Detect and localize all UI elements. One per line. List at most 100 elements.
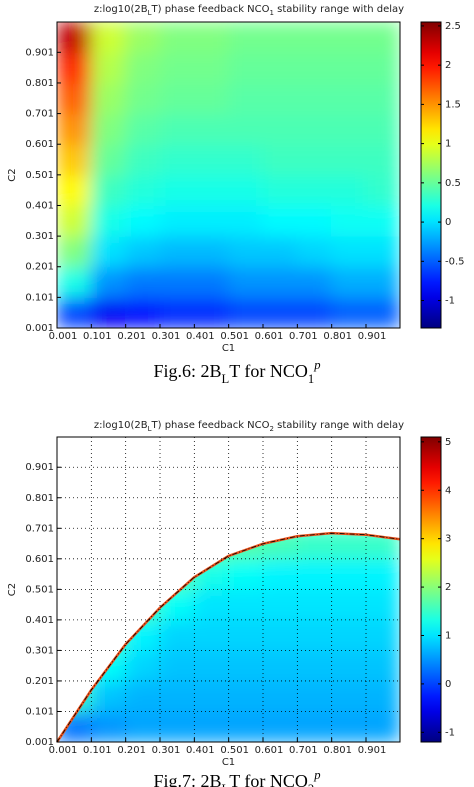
heatmap-cell xyxy=(228,52,264,84)
heatmap-cell xyxy=(262,558,298,590)
x-tick-label: 0.001 xyxy=(49,331,78,342)
heatmap-cell xyxy=(228,589,264,621)
x-tick-label: 0.501 xyxy=(220,331,249,342)
y-tick-label: 0.701 xyxy=(25,109,54,120)
y-tick-label: 0.001 xyxy=(25,737,54,748)
heatmap xyxy=(57,533,400,742)
heatmap-cell xyxy=(57,113,92,145)
heatmap-cell xyxy=(330,235,367,268)
colorbar-tick-label: 2.5 xyxy=(445,21,461,32)
chart-title: z:log10(2BLT) phase feedback NCO2 stabil… xyxy=(94,420,404,433)
heatmap-cell xyxy=(125,82,161,115)
y-tick-label: 0.001 xyxy=(25,323,54,334)
heatmap-cell xyxy=(365,650,400,682)
x-tick-label: 0.601 xyxy=(255,331,284,342)
y-tick-label: 0.301 xyxy=(25,231,54,242)
y-axis-label: C2 xyxy=(7,168,18,181)
y-tick-label: 0.501 xyxy=(25,170,54,181)
heatmap-cell xyxy=(330,619,367,651)
plot-frame xyxy=(56,21,401,329)
heatmap-cell xyxy=(296,235,332,268)
heatmap-cell xyxy=(193,266,229,298)
heatmap-cell xyxy=(262,589,298,621)
x-tick-label: 0.201 xyxy=(117,745,146,756)
y-tick-label: 0.101 xyxy=(25,292,54,303)
x-axis-label: C1 xyxy=(222,343,235,354)
heatmap-cell xyxy=(125,296,161,328)
colorbar-tick-label: 0 xyxy=(445,217,451,228)
heatmap-cell xyxy=(330,174,367,207)
x-tick-label: 0.101 xyxy=(83,745,112,756)
chart: z:log10(2BLT) phase feedback NCO1 stabil… xyxy=(7,4,465,386)
x-tick-label: 0.501 xyxy=(220,745,249,756)
heatmap-cell xyxy=(57,82,92,115)
heatmap-cell xyxy=(90,113,127,145)
heatmap-cell xyxy=(228,143,264,176)
heatmap-cell xyxy=(330,143,367,176)
heatmap-cell xyxy=(193,589,229,621)
heatmap-cell xyxy=(159,619,195,651)
heatmap-cell xyxy=(193,82,229,115)
text-part: T) phase feedback NCO xyxy=(151,420,270,431)
heatmap-cell xyxy=(330,82,367,115)
colorbar-tick-label: 0 xyxy=(445,679,451,690)
heatmap-cell xyxy=(159,205,195,237)
stability-boundary-dash xyxy=(56,532,401,743)
heatmap-cell xyxy=(228,650,264,682)
heatmap-cell xyxy=(159,711,195,742)
heatmap-cell xyxy=(159,82,195,115)
heatmap xyxy=(57,22,400,328)
heatmap-cell xyxy=(90,143,127,176)
heatmap-cell xyxy=(365,82,400,115)
heatmap-cell xyxy=(125,711,161,742)
heatmap-cell xyxy=(159,113,195,145)
heatmap-cell xyxy=(262,52,298,84)
text-part: 1 xyxy=(270,9,274,17)
heatmap-cell xyxy=(57,52,92,84)
heatmap-cell xyxy=(193,52,229,84)
heatmap-cell xyxy=(125,680,161,712)
heatmap-cell xyxy=(159,174,195,207)
heatmap-cell xyxy=(262,680,298,712)
x-tick-label: 0.401 xyxy=(186,745,215,756)
colorbar-tick-label: 1 xyxy=(445,139,451,150)
heatmap-cell xyxy=(125,235,161,268)
heatmap-cell xyxy=(296,711,332,742)
x-tick-label: 0.801 xyxy=(323,331,352,342)
heatmap-cell xyxy=(262,174,298,207)
heatmap-cell xyxy=(296,558,332,590)
y-tick-label: 0.101 xyxy=(25,706,54,717)
y-tick-label: 0.901 xyxy=(25,47,54,58)
heatmap-cell xyxy=(57,174,92,207)
text-part: stability range with delay xyxy=(274,4,404,15)
heatmap-cell xyxy=(228,113,264,145)
heatmap-cell xyxy=(57,205,92,237)
heatmap-cell xyxy=(365,296,400,328)
heatmap-cell xyxy=(193,22,229,54)
heatmap-cell xyxy=(365,619,400,651)
heatmap-cell xyxy=(90,296,127,328)
text-part: L xyxy=(148,9,152,17)
heatmap-cell xyxy=(90,711,127,742)
y-tick-label: 0.201 xyxy=(25,676,54,687)
heatmap-cell xyxy=(365,711,400,742)
heatmap-cell xyxy=(365,205,400,237)
heatmap-cell xyxy=(296,619,332,651)
heatmap-cell xyxy=(296,22,332,54)
x-tick-label: 0.901 xyxy=(358,745,387,756)
text-part: Fig.7: 2B xyxy=(154,771,222,787)
x-tick-label: 0.901 xyxy=(358,331,387,342)
heatmap-cell xyxy=(125,113,161,145)
colorbar-tick-label: 2 xyxy=(445,60,451,71)
x-tick-label: 0.701 xyxy=(289,331,318,342)
text-part: L xyxy=(222,372,230,386)
y-tick-label: 0.601 xyxy=(25,554,54,565)
colorbar-tick-label: 4 xyxy=(445,485,451,496)
text-part: T for NCO xyxy=(229,771,308,787)
y-tick-label: 0.801 xyxy=(25,78,54,89)
heatmap-cell xyxy=(330,266,367,298)
colorbar-tick-label: -0.5 xyxy=(445,256,465,267)
y-axis-label: C2 xyxy=(7,583,18,596)
heatmap-cell xyxy=(262,205,298,237)
heatmap-cell xyxy=(330,205,367,237)
